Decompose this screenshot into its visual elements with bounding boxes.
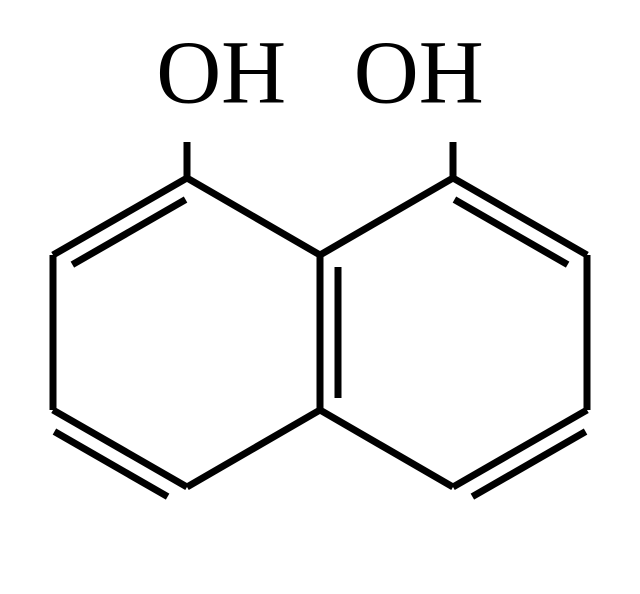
atom-label-o8: OH <box>354 24 484 123</box>
atom-label-o1: OH <box>156 24 286 123</box>
chemical-structure-diagram: OH OH <box>0 0 640 594</box>
